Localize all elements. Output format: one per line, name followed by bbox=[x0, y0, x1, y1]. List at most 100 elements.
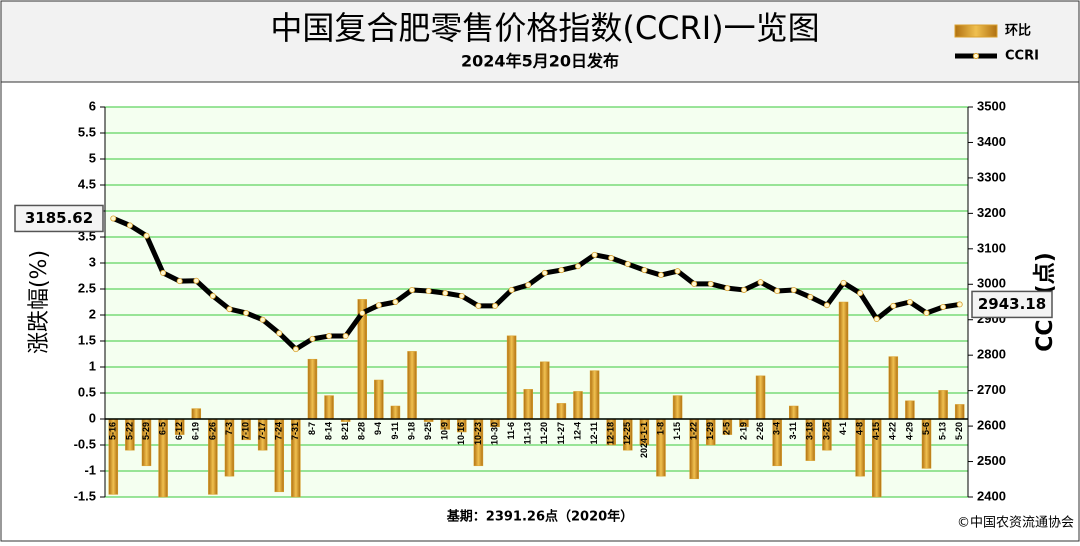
y-tick-label: 6 bbox=[89, 98, 96, 113]
line-dot bbox=[492, 302, 499, 309]
line-dot bbox=[541, 269, 548, 276]
y-tick-label: -0.5 bbox=[74, 436, 96, 451]
x-tick-label: 8-21 bbox=[340, 422, 350, 440]
y-tick-label: 1 bbox=[89, 358, 96, 373]
y2-tick-label: 3000 bbox=[977, 276, 1006, 291]
x-tick-label: 7-3 bbox=[224, 422, 234, 435]
x-tick-label: 4-22 bbox=[888, 422, 898, 440]
line-dot bbox=[940, 303, 947, 310]
x-tick-label: 5-6 bbox=[921, 422, 931, 435]
y-axis-title: 涨跌幅(%) bbox=[27, 250, 52, 354]
y-tick-label: 2.5 bbox=[78, 280, 96, 295]
line-dot bbox=[857, 290, 864, 297]
line-dot bbox=[906, 298, 913, 305]
line-dot bbox=[143, 232, 150, 239]
bar bbox=[307, 358, 318, 420]
line-dot bbox=[176, 278, 183, 285]
x-tick-label: 8-7 bbox=[307, 422, 317, 435]
y2-tick-label: 2800 bbox=[977, 347, 1006, 362]
line-dot bbox=[757, 279, 764, 286]
bar bbox=[523, 389, 533, 420]
x-tick-label: 12-4 bbox=[572, 422, 582, 440]
bar bbox=[788, 405, 799, 420]
y2-tick-label: 2600 bbox=[977, 418, 1006, 433]
y-tick-label: 2 bbox=[89, 306, 96, 321]
line-dot bbox=[591, 251, 598, 258]
x-tick-label: 7-17 bbox=[257, 422, 267, 440]
value-label-box bbox=[971, 290, 1053, 319]
value-label: 3185.62 bbox=[25, 209, 93, 227]
x-tick-label: 4-29 bbox=[904, 422, 914, 440]
chart-subtitle: 2024年5月20日发布 bbox=[461, 52, 619, 71]
x-tick-label: 1-22 bbox=[689, 422, 699, 440]
x-tick-label: 8-14 bbox=[323, 422, 333, 440]
x-tick-label: 12-18 bbox=[606, 422, 616, 445]
x-tick-label: 5-16 bbox=[108, 422, 118, 440]
line-dot bbox=[657, 272, 664, 279]
line-dot bbox=[574, 263, 581, 270]
bar bbox=[191, 408, 202, 420]
x-tick-label: 9-4 bbox=[373, 422, 383, 435]
y-tick-label: -1.5 bbox=[74, 488, 96, 503]
x-tick-label: 5-22 bbox=[124, 422, 134, 440]
bar bbox=[888, 356, 899, 420]
x-tick-label: 6-26 bbox=[207, 422, 217, 440]
x-tick-label: 11-13 bbox=[523, 422, 533, 445]
plot-area bbox=[105, 107, 968, 497]
x-tick-label: 4-15 bbox=[871, 422, 881, 440]
x-tick-label: 5-29 bbox=[141, 422, 151, 440]
line-dot bbox=[126, 222, 133, 229]
y-tick-label: 5.5 bbox=[78, 124, 96, 139]
line-dot bbox=[724, 285, 731, 292]
bar bbox=[589, 370, 600, 420]
x-tick-label: 7-10 bbox=[240, 422, 250, 440]
x-tick-label: 9-18 bbox=[406, 422, 416, 440]
bar bbox=[954, 404, 965, 420]
bar bbox=[672, 395, 683, 420]
line-dot bbox=[309, 335, 316, 342]
line-dot bbox=[790, 286, 797, 293]
legend-label: CCRI bbox=[1005, 49, 1039, 64]
x-tick-label: 3-11 bbox=[788, 422, 798, 440]
y-tick-label: 0 bbox=[89, 410, 96, 425]
line-dot bbox=[292, 346, 299, 353]
line-dot bbox=[774, 288, 781, 295]
x-tick-label: 1-29 bbox=[705, 422, 715, 440]
base-note: 基期：2391.26点（2020年） bbox=[446, 509, 633, 525]
bar bbox=[755, 375, 766, 420]
header bbox=[0, 0, 1080, 83]
bar bbox=[905, 400, 915, 420]
bar bbox=[506, 335, 517, 420]
line-dot bbox=[956, 301, 963, 308]
x-tick-label: 2-26 bbox=[755, 422, 765, 440]
x-tick-label: 9-25 bbox=[423, 422, 433, 440]
x-tick-label: 11-6 bbox=[506, 422, 516, 440]
y-tick-label: 4.5 bbox=[78, 176, 96, 191]
y2-tick-label: 3300 bbox=[977, 169, 1006, 184]
source-note: ©中国农资流通协会 bbox=[957, 516, 1074, 531]
line-dot bbox=[392, 298, 399, 305]
line-dot bbox=[558, 267, 565, 274]
x-tick-label: 2-5 bbox=[722, 422, 732, 435]
line-dot bbox=[425, 288, 432, 295]
line-dot bbox=[508, 286, 515, 293]
line-dot bbox=[890, 302, 897, 309]
x-tick-label: 3-18 bbox=[805, 422, 815, 440]
x-tick-label: 3-25 bbox=[821, 422, 831, 440]
legend-dot bbox=[972, 52, 980, 60]
line-dot bbox=[442, 290, 449, 297]
line-dot bbox=[674, 268, 681, 275]
x-tick-label: 10-9 bbox=[440, 422, 450, 440]
bar bbox=[324, 395, 334, 420]
x-tick-label: 2-19 bbox=[738, 422, 748, 440]
line-dot bbox=[740, 286, 747, 293]
x-tick-label: 6-12 bbox=[174, 422, 184, 440]
x-tick-label: 1-15 bbox=[672, 422, 682, 440]
y2-tick-label: 2700 bbox=[977, 382, 1006, 397]
x-tick-label: 3-4 bbox=[772, 422, 782, 435]
line-dot bbox=[409, 286, 416, 293]
legend-label: 环比 bbox=[1005, 23, 1031, 39]
line-dot bbox=[276, 330, 283, 337]
x-tick-label: 12-25 bbox=[622, 422, 632, 445]
